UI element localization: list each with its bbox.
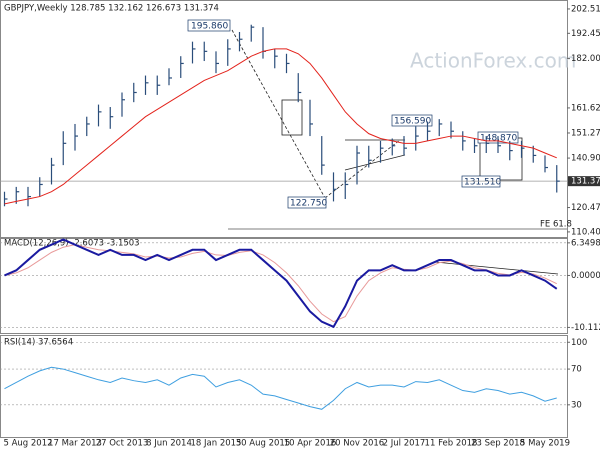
x-tick-label: 11 Feb 2018 [425,439,478,449]
y-tick-label: 202.515 [571,4,600,14]
y-tick-label: 70 [571,365,582,375]
x-tick-label: 18 Jan 2015 [191,439,242,449]
series-line [4,244,557,323]
series-line [4,48,557,205]
annotation: 156.590 [394,117,431,127]
series-line [4,238,558,329]
y-tick-label: 151.275 [571,128,600,138]
x-tick-label: 27 Oct 2013 [96,439,149,449]
y-tick-label: 140.905 [571,154,600,164]
y-tick-label: 182.000 [571,54,600,64]
annotation: 122.750 [290,199,327,209]
y-tick-label: 161.625 [571,103,600,113]
rsi-panel [0,335,568,438]
x-tick-label: 17 Mar 2013 [48,439,102,449]
y-tick-label: 131.374 [571,177,600,187]
x-tick-label: 10 Apr 2016 [284,439,337,449]
y-tick-label: 100 [571,338,587,348]
current-price-box [568,176,600,187]
y-tick-label: -10.1129 [571,323,600,333]
y-tick-label: 192.450 [571,29,600,39]
x-tick-label: 5 May 2019 [520,439,570,449]
y-tick-label: 0.0000 [571,271,600,281]
x-tick-label: 20 Nov 2016 [330,439,384,449]
x-tick-label: 2 Jul 2017 [383,439,426,449]
x-tick-label: 5 Aug 2012 [3,439,52,449]
price-panel [0,0,568,238]
annotation: 131.510 [464,178,501,188]
series-line [4,366,557,410]
rsi-header: RSI(14) 37.6564 [4,338,73,348]
y-tick-label: 110.405 [571,227,600,237]
y-tick-label: 6.3498 [571,238,600,248]
price-header: GBPJPY,Weekly 128.785 132.162 126.673 13… [4,4,219,14]
annotation: 195.860 [191,22,228,32]
watermark: ActionForex.com [410,49,576,73]
x-tick-label: 8 Jun 2014 [146,439,192,449]
x-tick-label: 30 Aug 2015 [236,439,290,449]
x-tick-label: 23 Sep 2018 [471,439,525,449]
y-tick-label: 120.470 [571,203,600,213]
annotation: 148.870 [480,134,517,144]
y-tick-label: 30 [571,400,582,410]
annotation: FE 61.8 [540,220,572,230]
macd-panel [0,238,568,334]
